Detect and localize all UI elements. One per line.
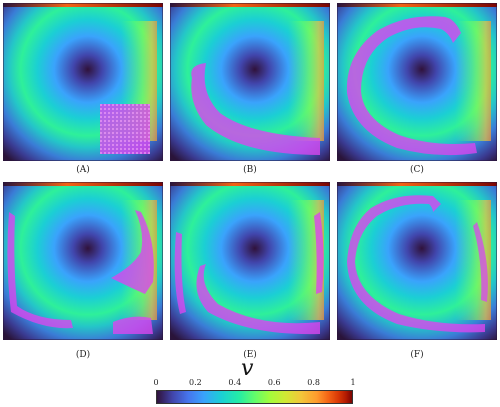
panel-d-caption: (D) (75, 350, 91, 360)
panel-e-caption: (E) (243, 350, 257, 360)
panel-b-caption: (B) (243, 165, 257, 175)
colorbar-tick-5: 1 (350, 378, 356, 387)
panel-c-caption: (C) (410, 165, 424, 175)
panel-a-caption: (A) (76, 165, 90, 175)
colorbar-tick-3: 0.6 (267, 378, 281, 387)
colorbar-tick-2: 0.4 (228, 378, 242, 387)
colorbar-tick-0: 0 (153, 378, 159, 387)
panel-b-plot (170, 3, 330, 161)
panel-d-plot (3, 182, 163, 340)
colorbar-tick-4: 0.8 (307, 378, 320, 387)
panel-e-plot (170, 182, 330, 340)
panel-a-plot (3, 3, 163, 161)
panel-f-plot (337, 182, 497, 340)
panel-f-caption: (F) (410, 350, 424, 360)
colorbar: 0 0.2 0.4 0.6 0.8 1 (153, 378, 356, 405)
colorbar-variable-symbol: v (241, 356, 254, 381)
panel-c-plot (337, 3, 497, 161)
colorbar-tick-1: 0.2 (189, 378, 202, 387)
colorbar-gradient (156, 390, 353, 404)
